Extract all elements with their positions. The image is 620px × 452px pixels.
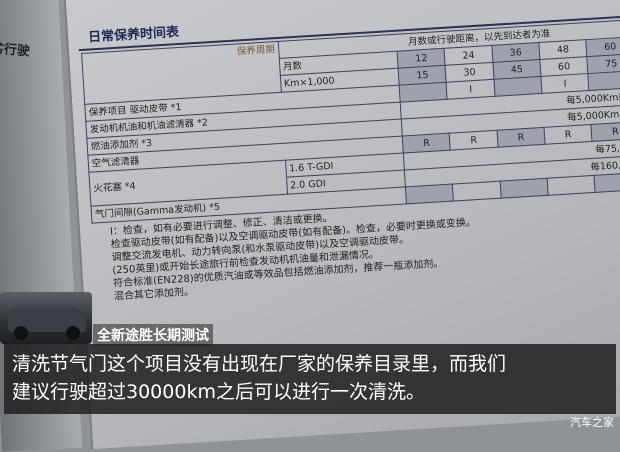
km-cell: 75 bbox=[587, 53, 620, 74]
cell bbox=[547, 175, 596, 196]
subtitle-caption: 清洗节气门这个项目没有出现在厂家的保养目录里，而我们 建议行驶超过30000km… bbox=[4, 344, 616, 414]
cell bbox=[499, 178, 549, 199]
cell bbox=[594, 172, 620, 193]
watermark: 汽车之家 bbox=[570, 416, 614, 429]
items-header: 保养项目 bbox=[88, 104, 128, 119]
month-cell: 60 bbox=[586, 36, 620, 57]
cell bbox=[452, 181, 502, 202]
cell bbox=[405, 184, 454, 204]
caption-line: 清洗节气门这个项目没有出现在厂家的保养目录里，而我们 bbox=[12, 353, 507, 375]
car-thumbnail bbox=[0, 292, 92, 344]
item-name: 驱动皮带 *1 bbox=[129, 101, 182, 116]
overlay-title: 全新途胜长期测试 bbox=[93, 324, 213, 346]
caption-line: 建议行驶超过30000km之后可以进行一次清洗。 bbox=[12, 381, 425, 403]
left-page-text: 劣行驶 bbox=[0, 41, 31, 60]
cell: R bbox=[591, 121, 620, 142]
page-title: 日常保养时间表 bbox=[87, 24, 180, 46]
cell bbox=[588, 70, 620, 91]
